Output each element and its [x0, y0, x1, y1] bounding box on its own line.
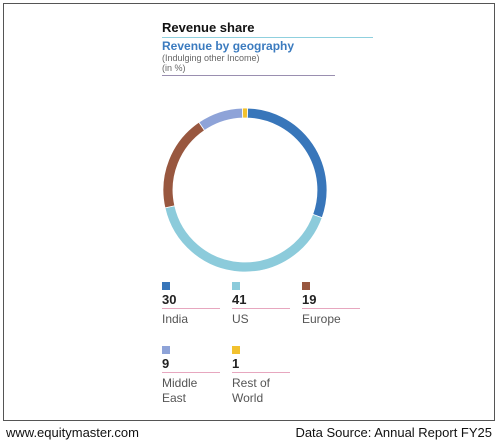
legend-divider: [162, 372, 220, 373]
legend-label-rest-of-world: Rest of World: [232, 376, 271, 405]
legend-item-us: 41 US: [232, 282, 294, 327]
chart-frame: [3, 3, 495, 421]
chart-title: Revenue share: [162, 20, 255, 35]
legend-label-middle-east: Middle East: [162, 376, 198, 405]
legend-value-europe: 19: [302, 292, 317, 307]
legend-swatch-middle-east: [162, 346, 170, 354]
legend-item-india: 30 India: [162, 282, 224, 327]
legend-label-us: US: [232, 312, 249, 326]
chart-note-income: (Indulging other Income): [162, 53, 260, 63]
legend-swatch-rest-of-world: [232, 346, 240, 354]
donut-slice-middle-east: [198, 107, 244, 132]
legend-divider: [232, 372, 290, 373]
donut-slice-europe: [162, 121, 206, 209]
donut-slice-rest-of-world: [242, 107, 248, 119]
data-source: Data Source: Annual Report FY25: [295, 425, 492, 440]
legend-item-europe: 19 Europe: [302, 282, 364, 327]
donut-chart: [162, 107, 328, 273]
title-divider: [162, 37, 373, 38]
chart-subtitle: Revenue by geography: [162, 39, 295, 53]
donut-slice-us: [164, 205, 323, 273]
chart-note-unit: (in %): [162, 63, 186, 73]
legend-item-middle-east: 9 Middle East: [162, 346, 224, 406]
legend-swatch-europe: [302, 282, 310, 290]
legend-swatch-india: [162, 282, 170, 290]
website-link[interactable]: www.equitymaster.com: [6, 425, 139, 440]
legend-divider: [302, 308, 360, 309]
legend-label-europe: Europe: [302, 312, 341, 326]
legend-divider: [162, 308, 220, 309]
legend-label-india: India: [162, 312, 189, 326]
legend-swatch-us: [232, 282, 240, 290]
subtitle-divider: [162, 75, 335, 76]
legend-value-rest-of-world: 1: [232, 356, 240, 371]
legend-value-india: 30: [162, 292, 177, 307]
legend-item-rest-of-world: 1 Rest of World: [232, 346, 294, 406]
donut-slice-india: [246, 107, 328, 219]
legend-value-us: 41: [232, 292, 247, 307]
legend-divider: [232, 308, 290, 309]
legend-value-middle-east: 9: [162, 356, 170, 371]
